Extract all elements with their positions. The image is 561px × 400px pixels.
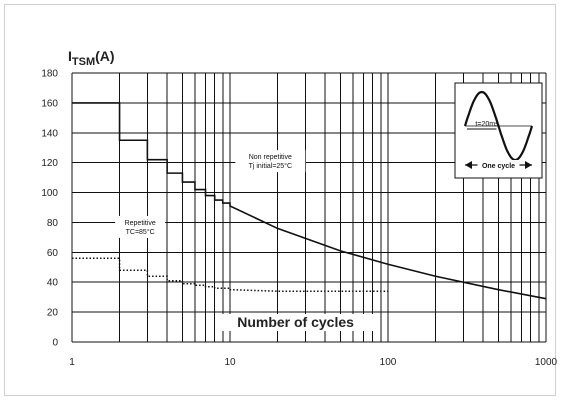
repetitive-note-line: Repetitive — [125, 220, 156, 227]
cycle-arrow-left-head — [465, 161, 472, 169]
cycle-arrow-right-head — [525, 161, 532, 169]
y-tick-label: 120 — [41, 158, 58, 169]
period-label: t=20ms — [475, 121, 499, 128]
y-tick-label: 160 — [41, 98, 58, 109]
cycle-label: One cycle — [482, 163, 515, 170]
x-tick-label: 100 — [380, 357, 397, 368]
x-axis-title: Number of cycles — [237, 314, 354, 330]
non-repetitive-note-line: Tj initial=25°C — [249, 162, 292, 170]
y-tick-label: 140 — [41, 128, 58, 139]
y-tick-label: 180 — [41, 69, 58, 80]
y-tick-label: 80 — [47, 218, 59, 229]
x-tick-label: 1000 — [535, 357, 558, 368]
figure-frame — [4, 4, 556, 396]
x-tick-label: 1 — [69, 357, 75, 368]
y-tick-label: 40 — [47, 278, 59, 289]
repetitive-note-box — [115, 215, 166, 238]
y-tick-label: 0 — [52, 338, 58, 349]
y-tick-label: 100 — [41, 188, 58, 199]
y-axis-title: ITSM(A) — [68, 48, 115, 68]
non-repetitive-note-line: Non repetitive — [249, 154, 292, 161]
x-tick-label: 10 — [224, 357, 236, 368]
non-repetitive-note-box — [235, 150, 306, 173]
cycle-label-box — [477, 160, 520, 170]
y-tick-label: 60 — [47, 248, 59, 259]
y-tick-label: 20 — [47, 308, 59, 319]
x-axis-title-box — [217, 314, 374, 331]
repetitive-note-line: TC=85°C — [126, 228, 155, 236]
non-repetitive-series-line — [72, 102, 547, 300]
